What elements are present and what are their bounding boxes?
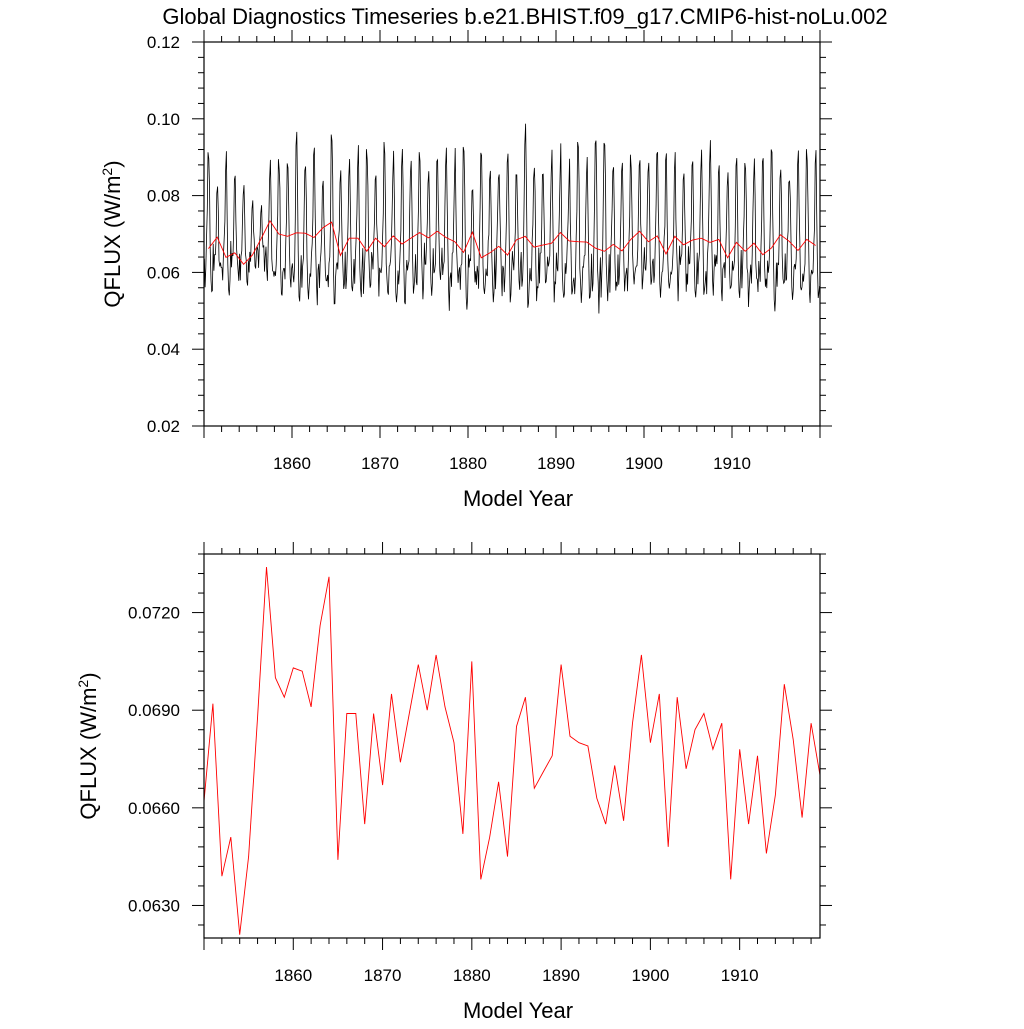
y-axis-label: QFLUX (W/m2): [75, 672, 101, 819]
plot-frame: [203, 553, 821, 939]
x-tick-label: 1860: [274, 966, 312, 985]
plot-frame: [203, 41, 821, 427]
x-axis-label: Model Year: [463, 486, 573, 511]
x-axis-ticks: [203, 542, 812, 950]
plot-series: [204, 566, 820, 935]
x-tick-label: 1870: [361, 454, 399, 473]
annual-mean-series-line: [204, 566, 820, 935]
x-tick-label: 1900: [625, 454, 663, 473]
x-tick-label: 1880: [453, 966, 491, 985]
top-panel: 1860 1870 1880 1890 1900 1910 0.02 0.04 0.06 0.08…: [99, 30, 832, 511]
x-tick-label: 1880: [449, 454, 487, 473]
x-tick-label: 1910: [713, 454, 751, 473]
monthly-series-line: [204, 123, 820, 314]
y-tick-label: 0.08: [147, 187, 180, 206]
y-tick-label: 0.10: [147, 110, 180, 129]
x-tick-label: 1910: [721, 966, 759, 985]
x-axis-label: Model Year: [463, 998, 573, 1023]
x-tick-label: 1860: [273, 454, 311, 473]
y-tick-label: 0.0660: [128, 799, 180, 818]
y-tick-label: 0.0690: [128, 701, 180, 720]
plot-series: [204, 123, 820, 314]
y-tick-label: 0.0720: [128, 604, 180, 623]
bottom-panel: 1860 1870 1880 1890 1900 1910 0.0630 0.0660 0.06…: [75, 542, 832, 1023]
x-tick-label: 1890: [537, 454, 575, 473]
x-axis-ticks: [203, 30, 821, 438]
y-axis-label: QFLUX (W/m2): [99, 160, 125, 307]
y-tick-label: 0.06: [147, 263, 180, 282]
y-axis-ticks: [192, 41, 832, 427]
y-axis-ticks: [192, 553, 832, 926]
y-tick-label: 0.04: [147, 340, 180, 359]
x-tick-label: 1900: [631, 966, 669, 985]
x-tick-label: 1870: [364, 966, 402, 985]
x-tick-label: 1890: [542, 966, 580, 985]
y-tick-label: 0.0630: [128, 896, 180, 915]
annual-mean-series-line: [208, 220, 816, 265]
figure-title: Global Diagnostics Timeseries b.e21.BHIS…: [162, 4, 887, 29]
y-tick-label: 0.12: [147, 33, 180, 52]
y-tick-label: 0.02: [147, 417, 180, 436]
